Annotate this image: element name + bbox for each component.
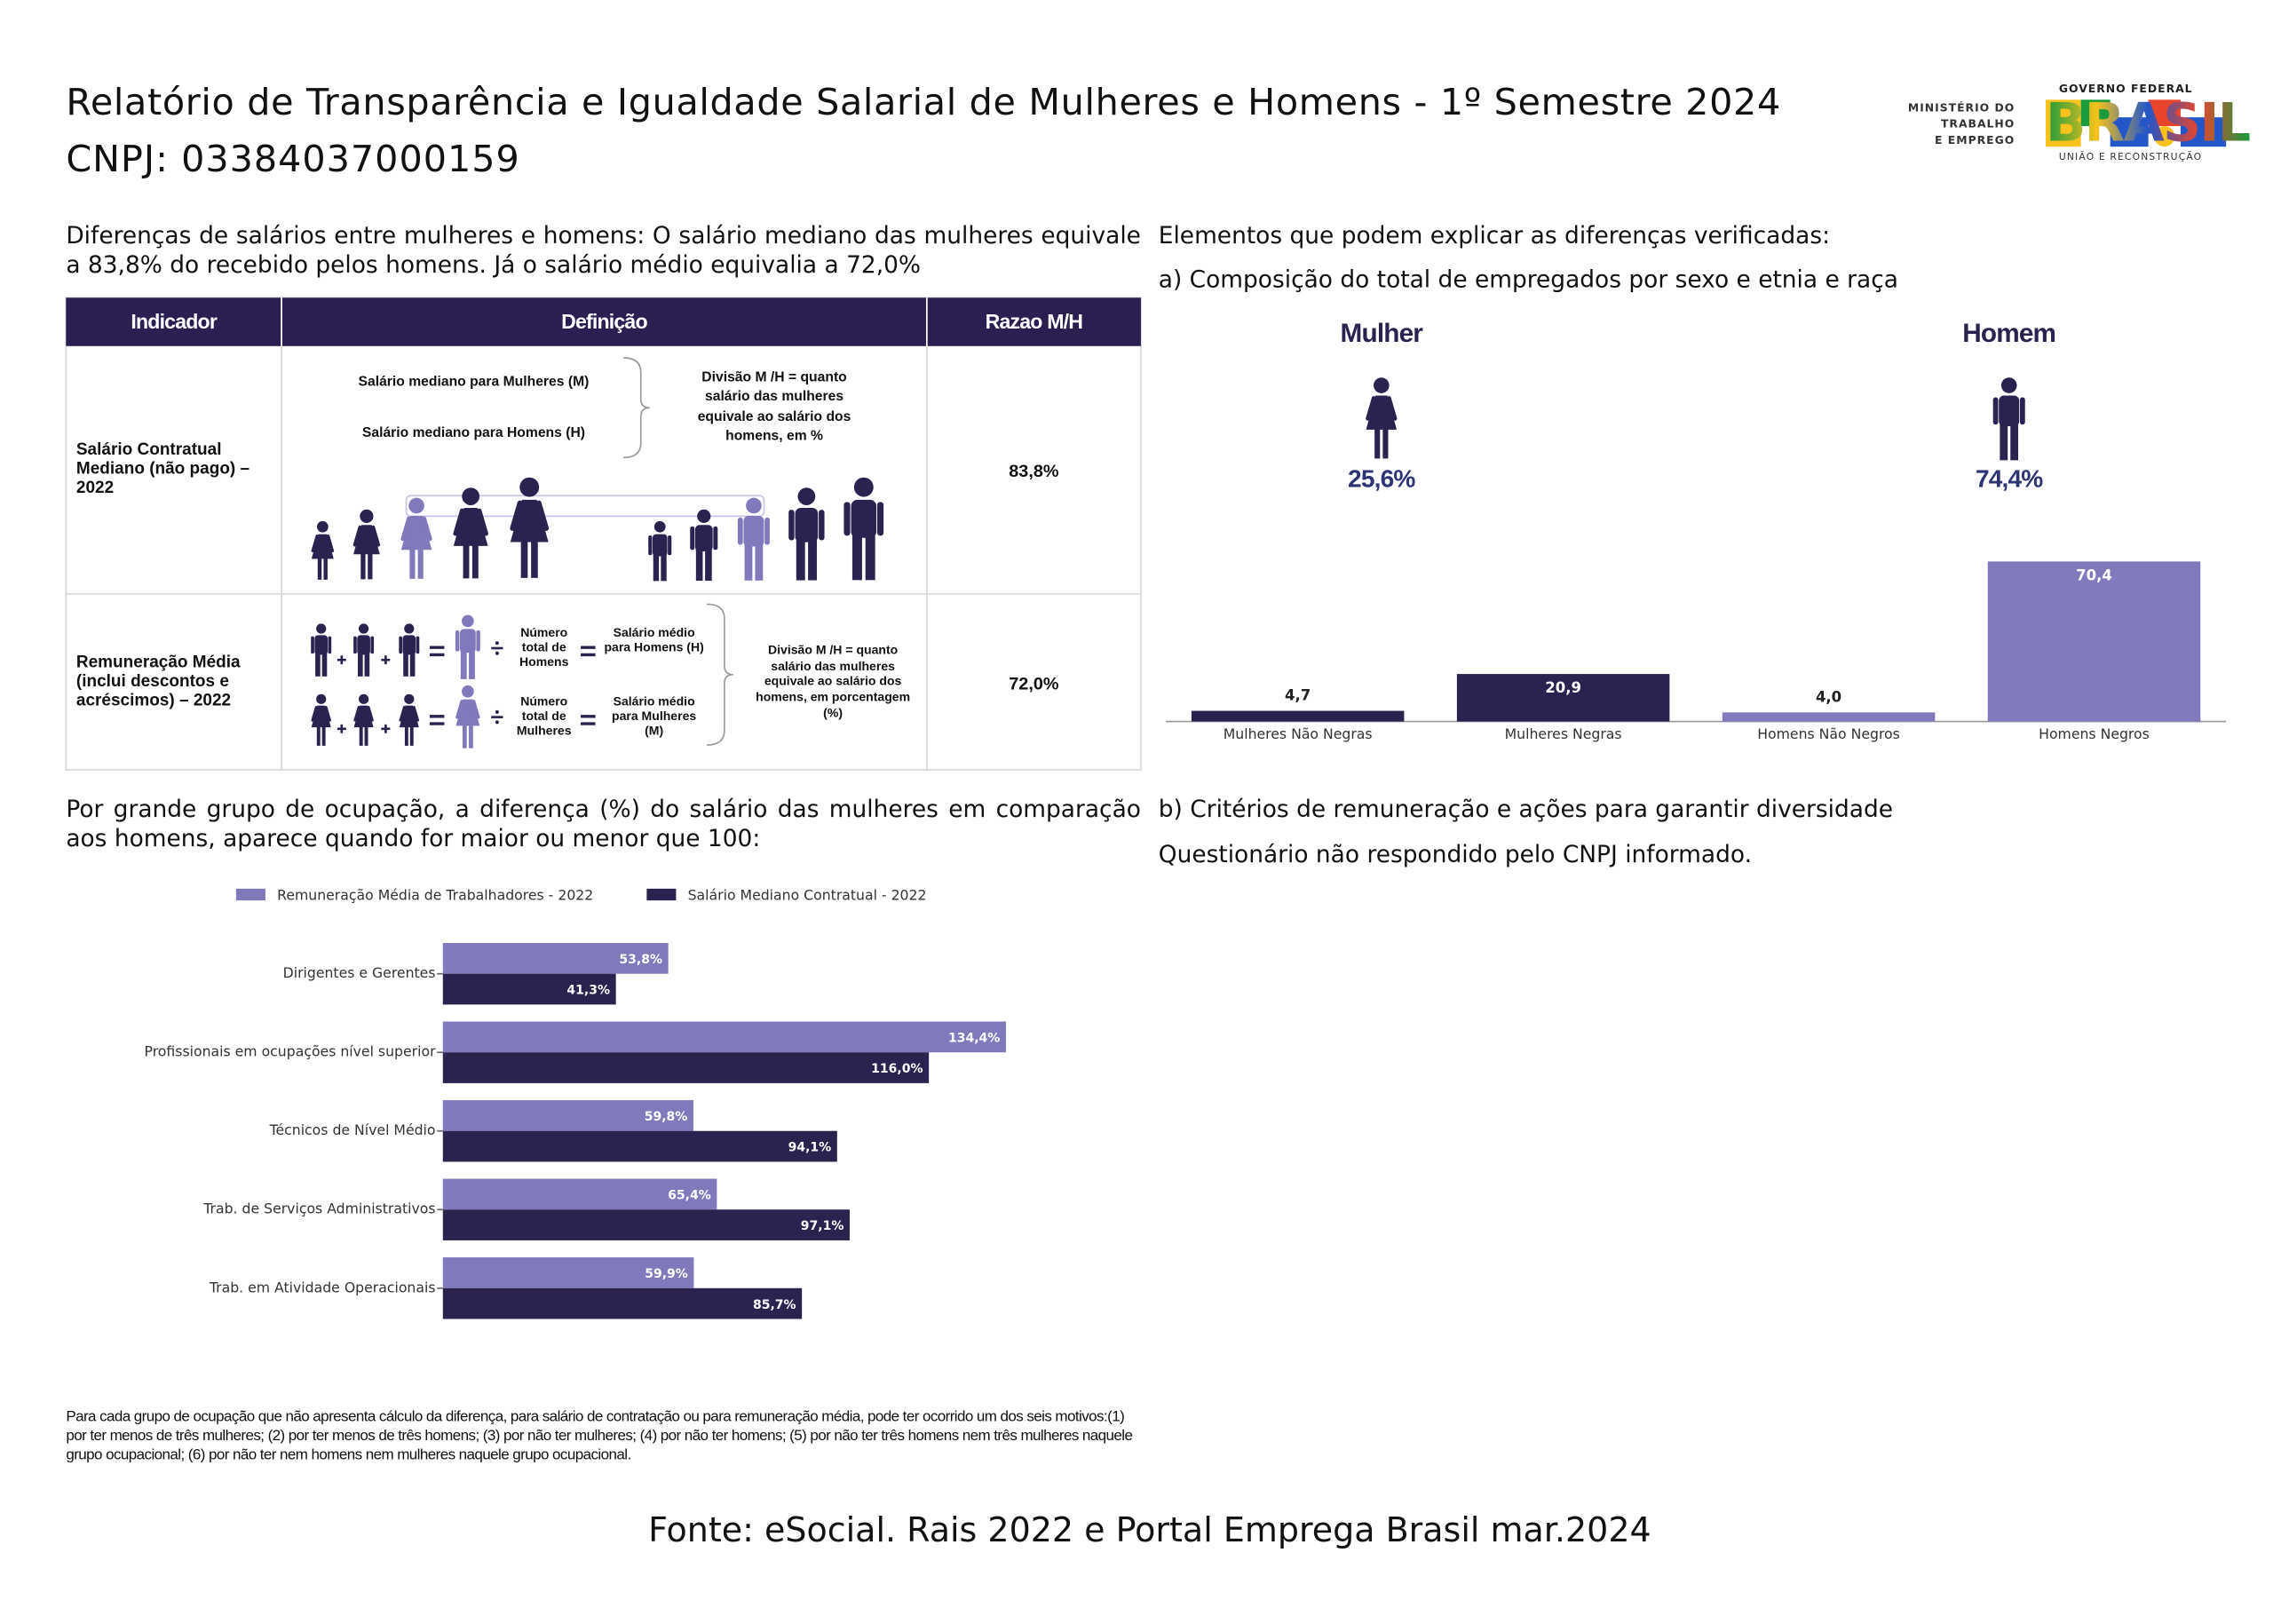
plus-sign — [381, 724, 391, 733]
group-share: 74,4% — [1975, 464, 2043, 493]
plus-sign — [337, 655, 346, 665]
right-heading: Elementos que podem explicar as diferenç… — [1158, 221, 1831, 250]
value-label: 70,4 — [2076, 566, 2112, 583]
logo-brasil: BRASIL — [2046, 91, 2252, 156]
bar — [1191, 710, 1405, 722]
woman-icon — [1366, 377, 1397, 458]
bar — [442, 1257, 694, 1288]
logo-gov: GOVERNO FEDERAL — [2058, 82, 2193, 96]
bar — [442, 1178, 717, 1210]
table-header: Definição — [561, 309, 647, 333]
value-label: 94,1% — [788, 1141, 832, 1155]
definition-text: Divisão M /H = quanto salário das mulher… — [756, 642, 911, 720]
equals-sign — [581, 715, 596, 725]
indicator: Remuneração Média (inclui descontos e ac… — [75, 654, 241, 711]
bar — [442, 1130, 837, 1162]
x-tick-label: Homens Não Negros — [1757, 725, 1900, 742]
value-label: 41,3% — [566, 984, 610, 998]
x-tick-label: Homens Negros — [2039, 725, 2150, 742]
logo-ministry: TRABALHO — [1940, 117, 2016, 131]
y-tick-label: Trab. de Serviços Administrativos — [202, 1200, 435, 1217]
logo-motto: UNIÃO E RECONSTRUÇÃO — [2058, 151, 2203, 163]
value-label: 53,8% — [619, 953, 662, 967]
bar — [442, 1100, 693, 1131]
ratio: 83,8% — [1009, 460, 1059, 481]
value-label: 116,0% — [871, 1062, 923, 1076]
bar — [1987, 561, 2201, 722]
definition-text: Número total de Homens — [519, 624, 569, 669]
definition-text: Salário médio para Mulheres (M) — [612, 693, 697, 739]
plus-sign — [381, 655, 391, 665]
value-label: 4,7 — [1285, 687, 1311, 704]
intro-text: Diferenças de salários entre mulheres e … — [66, 221, 1141, 279]
occupation-heading: Por grande grupo de ocupação, a diferenç… — [66, 795, 1141, 852]
table-header: Indicador — [131, 309, 218, 333]
section-b-heading: b) Critérios de remuneração e ações para… — [1158, 795, 1894, 823]
divide-dot — [495, 720, 499, 725]
section-b-text: Questionário não respondido pelo CNPJ in… — [1158, 840, 1752, 868]
report-title: Relatório de Transparência e Igualdade S… — [66, 80, 1781, 123]
group-label: Mulher — [1340, 318, 1423, 348]
divide-dot — [495, 709, 499, 714]
definition-text: Salário médio para Homens (H) — [604, 624, 704, 654]
table-frame — [65, 297, 1142, 771]
value-label: 97,1% — [801, 1219, 844, 1233]
y-tick-label: Técnicos de Nível Médio — [269, 1121, 436, 1138]
bar — [442, 1052, 930, 1083]
indicator: Salário Contratual Mediano (não pago) – … — [75, 441, 250, 498]
footnote: Para cada grupo de ocupação que não apre… — [66, 1409, 1133, 1464]
x-tick-label: Mulheres Negras — [1505, 725, 1622, 742]
man-icon — [1992, 377, 2025, 461]
definition-text: Salário mediano para Mulheres (M) — [358, 374, 590, 391]
source: Fonte: eSocial. Rais 2022 e Portal Empre… — [648, 1511, 1651, 1550]
definition-text: Divisão M /H = quanto salário das mulher… — [697, 369, 851, 445]
composition-heading: a) Composição do total de empregados por… — [1158, 265, 1898, 294]
logo-ministry: E EMPREGO — [1935, 133, 2016, 147]
equals-sign — [429, 646, 445, 657]
y-tick-label: Dirigentes e Gerentes — [283, 964, 436, 981]
bar — [442, 973, 616, 1005]
y-tick-label: Trab. em Atividade Operacionais — [209, 1279, 436, 1295]
value-label: 59,8% — [645, 1110, 688, 1124]
divide-dot — [495, 641, 499, 646]
plus-sign — [337, 724, 346, 733]
logo-ministry: MINISTÉRIO DO — [1907, 100, 2016, 115]
value-label: 134,4% — [948, 1032, 1000, 1046]
definition-text: Salário mediano para Homens (H) — [361, 424, 586, 442]
bar — [1456, 674, 1670, 722]
bar — [442, 942, 669, 974]
logo-graphic — [2045, 99, 2227, 147]
bar — [442, 1021, 1006, 1053]
x-tick-label: Mulheres Não Negras — [1224, 725, 1373, 742]
group-label: Homem — [1962, 318, 2056, 348]
value-label: 65,4% — [668, 1189, 711, 1203]
y-tick-label: Profissionais em ocupações nível superio… — [145, 1043, 437, 1060]
value-label: 85,7% — [753, 1298, 796, 1312]
legend-swatch — [235, 888, 265, 901]
divide-dot — [495, 651, 499, 655]
equals-sign — [581, 646, 596, 657]
table-header: Razao M/H — [985, 309, 1083, 333]
value-label: 20,9 — [1545, 679, 1581, 696]
value-label: 59,9% — [645, 1267, 688, 1281]
equals-sign — [429, 715, 445, 725]
definition-text: Número total de Mulheres — [516, 693, 572, 739]
value-label: 4,0 — [1816, 688, 1841, 705]
legend-swatch — [646, 888, 677, 901]
bar — [442, 1209, 850, 1240]
bar — [1722, 712, 1936, 722]
legend-label: Salário Mediano Contratual - 2022 — [688, 887, 927, 904]
ratio: 72,0% — [1009, 673, 1059, 694]
group-share: 25,6% — [1348, 464, 1415, 493]
bar — [442, 1287, 803, 1319]
legend-label: Remuneração Média de Trabalhadores - 202… — [277, 887, 593, 904]
cnpj: CNPJ: 03384037000159 — [66, 138, 520, 181]
